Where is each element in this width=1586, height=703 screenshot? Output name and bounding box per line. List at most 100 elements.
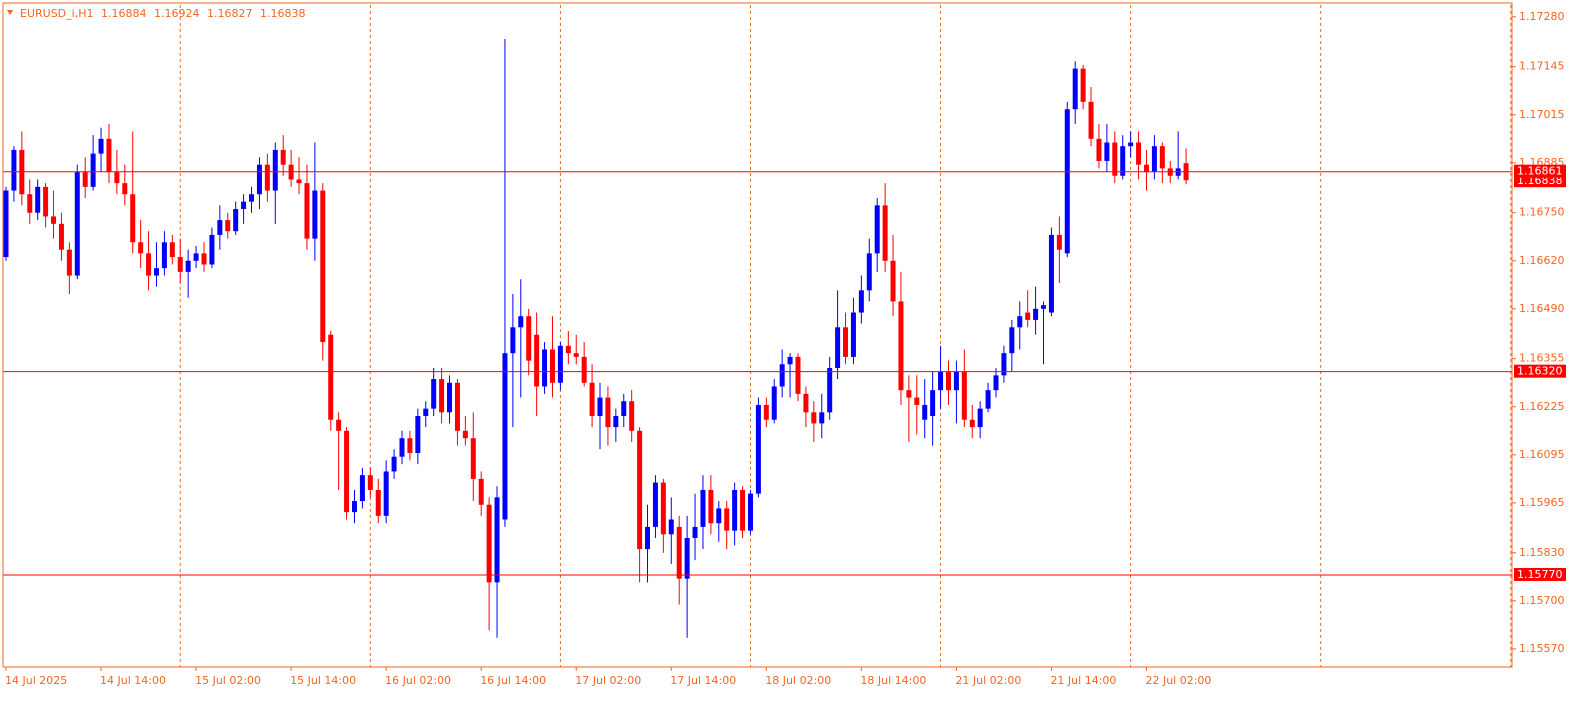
candle-body <box>605 397 611 428</box>
candle-body <box>1080 68 1086 102</box>
header-close: 1.16838 <box>260 7 306 20</box>
candle-body <box>66 249 72 276</box>
candle-body <box>35 186 41 213</box>
candle-body <box>534 334 540 387</box>
candle-body <box>1120 146 1126 176</box>
x-tick-label: 18 Jul 02:00 <box>765 674 831 687</box>
candle-body <box>969 419 975 428</box>
candle-body <box>898 301 904 391</box>
candle-body <box>415 416 421 453</box>
candle-body <box>51 216 57 224</box>
candle-body <box>882 205 888 261</box>
menu-triangle[interactable] <box>7 10 13 15</box>
candle-body <box>328 334 334 420</box>
x-tick-label: 21 Jul 02:00 <box>955 674 1021 687</box>
candle-body <box>676 526 682 579</box>
candle-body <box>138 242 144 254</box>
candle-body <box>201 253 207 265</box>
candle-body <box>130 194 136 243</box>
price-level-box <box>1514 164 1566 178</box>
chart-header: EURUSD_i,H1 1.16884 1.16924 1.16827 1.16… <box>20 7 305 20</box>
candle-body <box>454 382 460 431</box>
candle-body <box>1112 142 1118 176</box>
price-level-label: 1.15770 <box>1517 568 1563 581</box>
candle-body <box>502 353 508 520</box>
candle-body <box>375 489 381 516</box>
candle-body <box>209 234 215 265</box>
axis-layer: 1.15570 1.15700 1.15830 1.15965 1.16095 1.162… <box>2 2 1566 687</box>
candle-body <box>146 253 152 276</box>
candle-body <box>621 401 627 417</box>
candle-body <box>692 526 698 539</box>
candle-body <box>565 345 571 354</box>
candle-body <box>90 153 96 187</box>
candle-layer <box>3 39 1512 638</box>
candle-body <box>1096 138 1102 161</box>
candle-body <box>1017 316 1023 328</box>
candle-body <box>344 430 350 513</box>
candle-body <box>27 194 33 213</box>
candle-body <box>439 379 445 413</box>
candle-body <box>597 397 603 417</box>
y-tick-label: 1.15965 <box>1519 496 1565 509</box>
y-tick-label: 1.17015 <box>1519 108 1565 121</box>
candle-body <box>43 186 49 217</box>
x-tick-label: 21 Jul 14:00 <box>1050 674 1116 687</box>
candle-body <box>407 438 413 453</box>
candle-body <box>399 438 405 457</box>
candle-body <box>312 190 318 239</box>
candle-body <box>835 327 841 368</box>
candle-body <box>153 268 159 276</box>
candle-body <box>431 379 437 409</box>
candle-body <box>747 493 753 531</box>
candle-body <box>518 316 524 328</box>
candle-body <box>993 375 999 391</box>
candle-body <box>938 371 944 391</box>
candle-body <box>819 412 825 424</box>
y-tick-label: 1.15830 <box>1519 546 1565 559</box>
y-tick-label: 1.16750 <box>1519 206 1565 219</box>
candle-body <box>779 364 785 387</box>
candle-body <box>645 526 651 550</box>
candle-body <box>866 253 872 291</box>
x-tick-label: 14 Jul 2025 <box>5 674 67 687</box>
candle-body <box>858 290 864 313</box>
candle-body <box>843 327 849 357</box>
candle-body <box>740 489 746 531</box>
candle-body <box>850 312 856 357</box>
x-tick-label: 15 Jul 14:00 <box>290 674 356 687</box>
candle-body <box>945 371 951 391</box>
candle-body <box>1088 101 1094 139</box>
candle-body <box>716 508 722 524</box>
candle-body <box>359 475 365 502</box>
candle-body <box>470 438 476 479</box>
plot-frame <box>2 2 1513 668</box>
candle-body <box>890 260 896 302</box>
candle-body <box>185 260 191 272</box>
candle-body <box>478 478 484 505</box>
y-tick-label: 1.17145 <box>1519 60 1565 73</box>
candle-body <box>700 489 706 527</box>
grid-layer <box>179 5 1512 667</box>
candle-body <box>526 316 532 361</box>
y-tick-label: 1.16355 <box>1519 352 1565 365</box>
candle-body <box>906 390 912 398</box>
candle-body <box>771 386 777 420</box>
candle-body <box>755 404 761 494</box>
x-tick-label: 14 Jul 14:00 <box>100 674 166 687</box>
candle-body <box>280 149 286 165</box>
candle-body <box>1048 234 1054 313</box>
candle-body <box>351 501 357 513</box>
candle-body <box>961 371 967 420</box>
candle-body <box>795 356 801 394</box>
candle-body <box>1136 142 1142 165</box>
x-tick-label: 17 Jul 14:00 <box>670 674 736 687</box>
candle-body <box>581 356 587 383</box>
candle-body <box>557 345 563 383</box>
candle-body <box>953 371 959 391</box>
x-tick-label: 22 Jul 02:00 <box>1145 674 1211 687</box>
candle-body <box>193 253 199 261</box>
candle-body <box>169 242 175 258</box>
candle-body <box>922 404 928 420</box>
candle-body <box>74 172 80 276</box>
